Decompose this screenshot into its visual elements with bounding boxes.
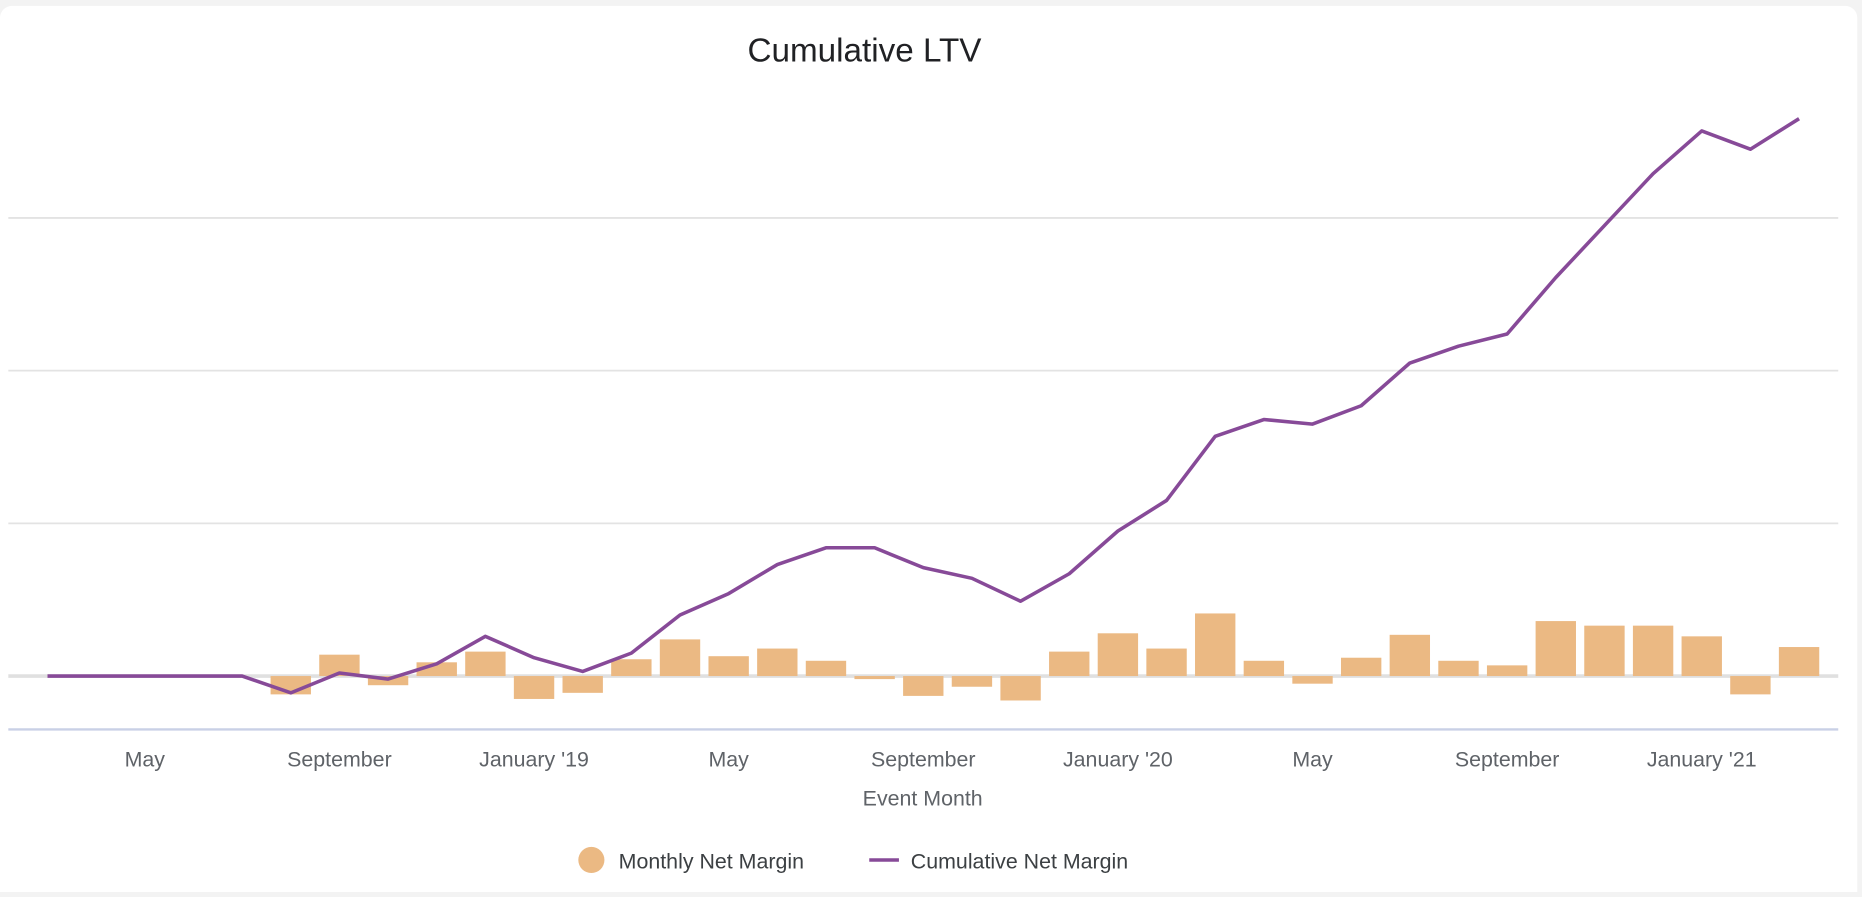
bar-monthly-net-margin[interactable] <box>903 676 944 696</box>
bar-monthly-net-margin[interactable] <box>1730 676 1771 695</box>
legend-item-monthly-net-margin[interactable]: Monthly Net Margin <box>578 846 804 874</box>
bar-monthly-net-margin[interactable] <box>951 676 993 687</box>
x-tick-label: September <box>287 747 392 771</box>
bar-monthly-net-margin[interactable] <box>1681 636 1722 677</box>
bar-monthly-net-margin[interactable] <box>465 651 506 677</box>
bar-monthly-net-margin[interactable] <box>805 660 847 677</box>
legend-label: Cumulative Net Margin <box>911 849 1128 873</box>
bar-monthly-net-margin[interactable] <box>1243 660 1285 677</box>
x-tick-label: January '19 <box>479 747 589 771</box>
bar-monthly-net-margin[interactable] <box>1195 613 1236 677</box>
chart-title: Cumulative LTV <box>748 33 983 70</box>
bar-monthly-net-margin[interactable] <box>708 656 749 677</box>
bar-monthly-net-margin[interactable] <box>1146 648 1187 677</box>
bar-monthly-net-margin[interactable] <box>562 676 603 693</box>
bar-monthly-net-margin[interactable] <box>1389 634 1431 677</box>
bar-monthly-net-margin[interactable] <box>1486 665 1528 677</box>
bar-monthly-net-margin[interactable] <box>659 639 701 677</box>
bar-monthly-net-margin[interactable] <box>1632 625 1674 677</box>
x-tick-label: May <box>708 747 749 771</box>
bar-monthly-net-margin[interactable] <box>1535 621 1576 677</box>
x-tick-label: January '20 <box>1063 747 1173 771</box>
bar-monthly-net-margin[interactable] <box>1438 660 1479 677</box>
x-tick-label: January '21 <box>1647 747 1757 771</box>
bar-monthly-net-margin[interactable] <box>1097 633 1139 677</box>
x-axis-title: Event Month <box>863 786 983 810</box>
line-cumulative-net-margin[interactable] <box>47 117 1801 695</box>
x-tick-label: September <box>1455 747 1560 771</box>
bar-monthly-net-margin[interactable] <box>1292 676 1333 684</box>
bar-monthly-net-margin[interactable] <box>1340 657 1382 677</box>
legend: Monthly Net Margin Cumulative Net Margin <box>578 846 1128 874</box>
bar-monthly-net-margin[interactable] <box>1000 676 1041 701</box>
bar-monthly-net-margin[interactable] <box>319 654 360 677</box>
bar-monthly-net-margin[interactable] <box>757 648 798 677</box>
bar-monthly-net-margin[interactable] <box>1778 647 1820 677</box>
bar-monthly-net-margin[interactable] <box>1049 651 1090 677</box>
bar-monthly-net-margin[interactable] <box>1584 625 1625 677</box>
x-tick-label: May <box>125 747 166 771</box>
bar-monthly-net-margin[interactable] <box>513 676 555 699</box>
bar-monthly-net-margin[interactable] <box>854 676 895 680</box>
legend-swatch-circle-icon <box>578 846 605 874</box>
bar-monthly-net-margin[interactable] <box>611 659 652 677</box>
x-tick-label: September <box>871 747 976 771</box>
legend-label: Monthly Net Margin <box>619 849 804 873</box>
legend-item-cumulative-net-margin[interactable]: Cumulative Net Margin <box>869 849 1128 873</box>
x-tick-label: May <box>1292 747 1333 771</box>
